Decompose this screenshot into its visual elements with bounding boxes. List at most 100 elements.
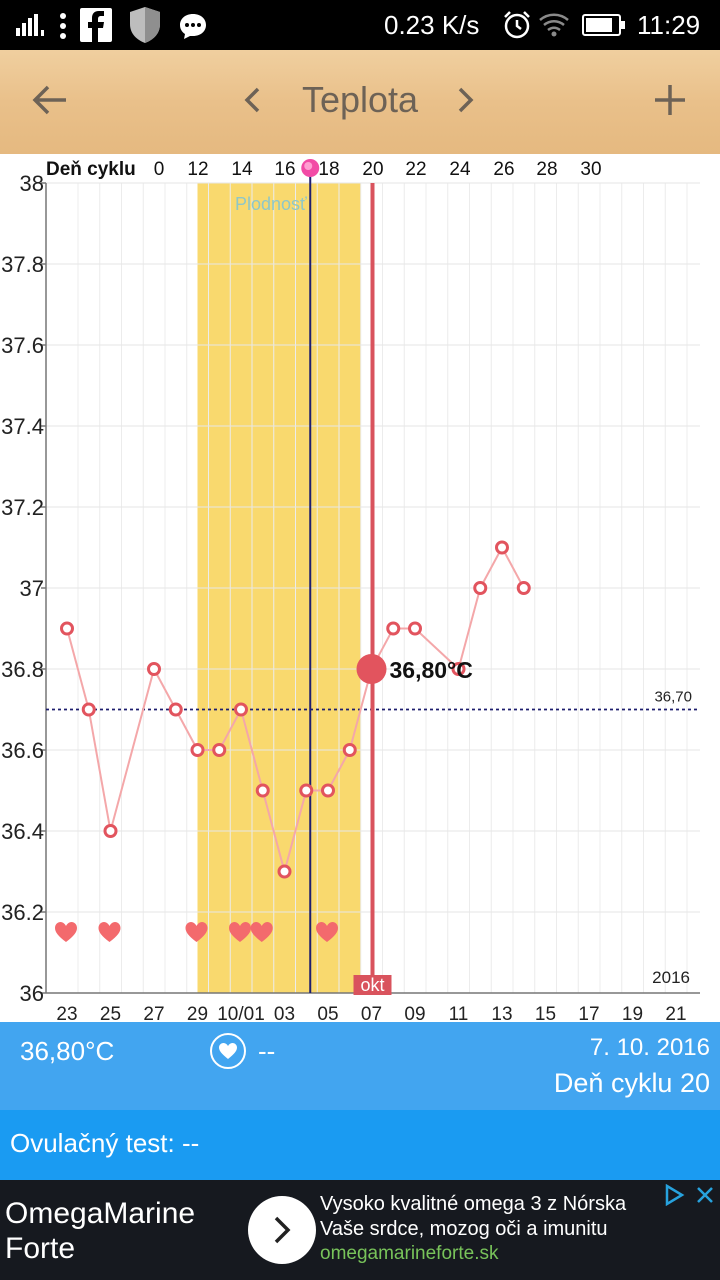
y-tick-label: 36.4 <box>1 819 44 844</box>
bottom-tick-label: 03 <box>274 1004 295 1022</box>
y-tick-label: 36.2 <box>1 900 44 925</box>
temperature-chart-area[interactable]: 36 36.2 36.4 36.6 36.8 37 37.2 37.4 37.6 37.8 38 Pl… <box>0 154 720 1022</box>
temperature-point <box>473 581 488 595</box>
y-tick-label: 37.4 <box>1 414 44 439</box>
temperature-point <box>451 662 466 676</box>
next-button[interactable] <box>446 50 486 150</box>
ad-open-button[interactable] <box>248 1196 316 1264</box>
y-tick-label: 37 <box>20 576 44 601</box>
ovulation-test-row[interactable]: Ovulačný test: -- <box>0 1110 720 1180</box>
temperature-point <box>342 743 357 757</box>
y-tick-label: 37.6 <box>1 333 44 358</box>
ad-url[interactable]: omegamarineforte.sk <box>320 1243 499 1264</box>
alarm-icon <box>504 11 530 39</box>
temperature-line-segment <box>457 587 482 670</box>
top-tick-label: 18 <box>318 159 339 180</box>
toolbar: Teplota <box>0 50 720 154</box>
temperature-point <box>212 743 227 757</box>
heart-icon <box>316 922 338 942</box>
top-axis-title: Deň cyklu <box>46 159 136 180</box>
ad-choices-button[interactable] <box>660 1182 688 1208</box>
temperature-line-segment <box>414 627 460 670</box>
temperature-line-segment <box>66 628 90 710</box>
ad-banner[interactable]: OmegaMarine Forte Vysoko kvalitné omega … <box>0 1180 720 1280</box>
temperature-point <box>60 621 74 636</box>
heart-icon <box>55 922 77 942</box>
top-tick-label: 14 <box>231 159 253 180</box>
clock: 11:29 <box>637 9 701 40</box>
fertile-label: Plodnosť <box>235 194 307 214</box>
bottom-tick-label: 13 <box>491 1004 512 1022</box>
day-info-panel[interactable]: 36,80°C -- 7. 10. 2016 Deň cyklu 20 <box>0 1022 720 1110</box>
top-tick-label: 28 <box>536 159 557 180</box>
selected-temperature-label: 36,80°C <box>390 657 473 683</box>
temperature-point <box>386 621 401 636</box>
ad-close-button[interactable] <box>692 1182 718 1208</box>
bottom-tick-label: 29 <box>187 1004 208 1022</box>
status-bar: 0.23 K/s 11:29 <box>0 0 720 50</box>
heart-icon <box>185 922 208 942</box>
arrow-left-icon <box>32 85 66 115</box>
temperature-chart[interactable]: 36 36.2 36.4 36.6 36.8 37 37.2 37.4 37.6 37.8 38 Pl… <box>0 154 720 1022</box>
ovulation-marker-highlight <box>304 162 313 170</box>
chevron-right-icon <box>458 87 474 113</box>
add-button[interactable] <box>640 50 700 150</box>
heart-icon <box>98 922 121 942</box>
temperature-point <box>168 702 183 717</box>
temperature-line-segment <box>174 709 199 751</box>
network-speed: 0.23 K/s <box>384 9 480 40</box>
wifi-icon <box>539 13 569 37</box>
temperature-line-segment <box>261 790 286 872</box>
intercourse-button[interactable] <box>210 1033 246 1069</box>
temperature-line-segment <box>153 668 177 710</box>
prev-button[interactable] <box>232 50 272 150</box>
signal-icon <box>16 14 44 36</box>
bottom-tick-label: 11 <box>449 1004 469 1022</box>
y-tick-label: 38 <box>20 171 44 196</box>
ad-headline-line-1: Vysoko kvalitné omega 3 z Nórska <box>320 1193 627 1215</box>
bottom-tick-label: 19 <box>622 1004 643 1022</box>
selected-temperature-point <box>356 654 387 684</box>
top-tick-label: 30 <box>580 159 601 180</box>
bottom-tick-label: 17 <box>578 1004 599 1022</box>
top-tick-label: 0 <box>154 159 165 180</box>
temperature-point <box>299 783 314 798</box>
bottom-tick-label: 21 <box>665 1004 686 1022</box>
bottom-tick-label: 15 <box>535 1004 556 1022</box>
close-icon <box>697 1187 713 1203</box>
top-tick-label: 26 <box>493 159 514 180</box>
top-tick-label: 16 <box>274 159 295 180</box>
month-label: okt <box>360 975 384 995</box>
bottom-tick-label: 09 <box>404 1004 425 1022</box>
chat-icon <box>180 14 206 39</box>
top-tick-label: 12 <box>187 159 208 180</box>
bottom-tick-label: 25 <box>100 1004 121 1022</box>
temperature-point <box>81 702 96 717</box>
y-tick-label: 37.2 <box>1 495 44 520</box>
heart-icon <box>250 922 273 942</box>
heart-icon <box>219 1043 237 1059</box>
ad-headline[interactable]: Vysoko kvalitné omega 3 z Nórska Vaše sr… <box>320 1192 660 1242</box>
temperature-point <box>103 824 118 838</box>
temperature-point <box>190 743 205 757</box>
ad-brand[interactable]: OmegaMarine Forte <box>5 1197 196 1265</box>
intercourse-value: -- <box>258 1036 276 1066</box>
bottom-tick-label: 23 <box>56 1004 77 1022</box>
ad-headline-line-2: Vaše srdce, mozog oči a imunitu <box>320 1218 608 1240</box>
battery-icon <box>582 14 625 36</box>
selected-date: 7. 10. 2016 <box>589 1034 710 1061</box>
y-tick-label: 36.8 <box>1 657 44 682</box>
bottom-tick-label: 05 <box>317 1004 338 1022</box>
temperature-line-segment <box>501 547 525 589</box>
y-tick-label: 36.6 <box>1 738 44 763</box>
y-tick-label: 37.8 <box>1 252 44 277</box>
temperature-line-segment <box>218 709 242 751</box>
back-button[interactable] <box>18 50 82 150</box>
bottom-tick-label: 07 <box>361 1004 382 1022</box>
bottom-tick-label: 27 <box>143 1004 164 1022</box>
ovulation-test-label: Ovulačný test: -- <box>10 1127 200 1158</box>
coverline-label: 36,70 <box>654 689 692 706</box>
temperature-point <box>277 864 292 879</box>
temperature-line-segment <box>240 709 264 791</box>
shield-icon <box>130 7 160 43</box>
